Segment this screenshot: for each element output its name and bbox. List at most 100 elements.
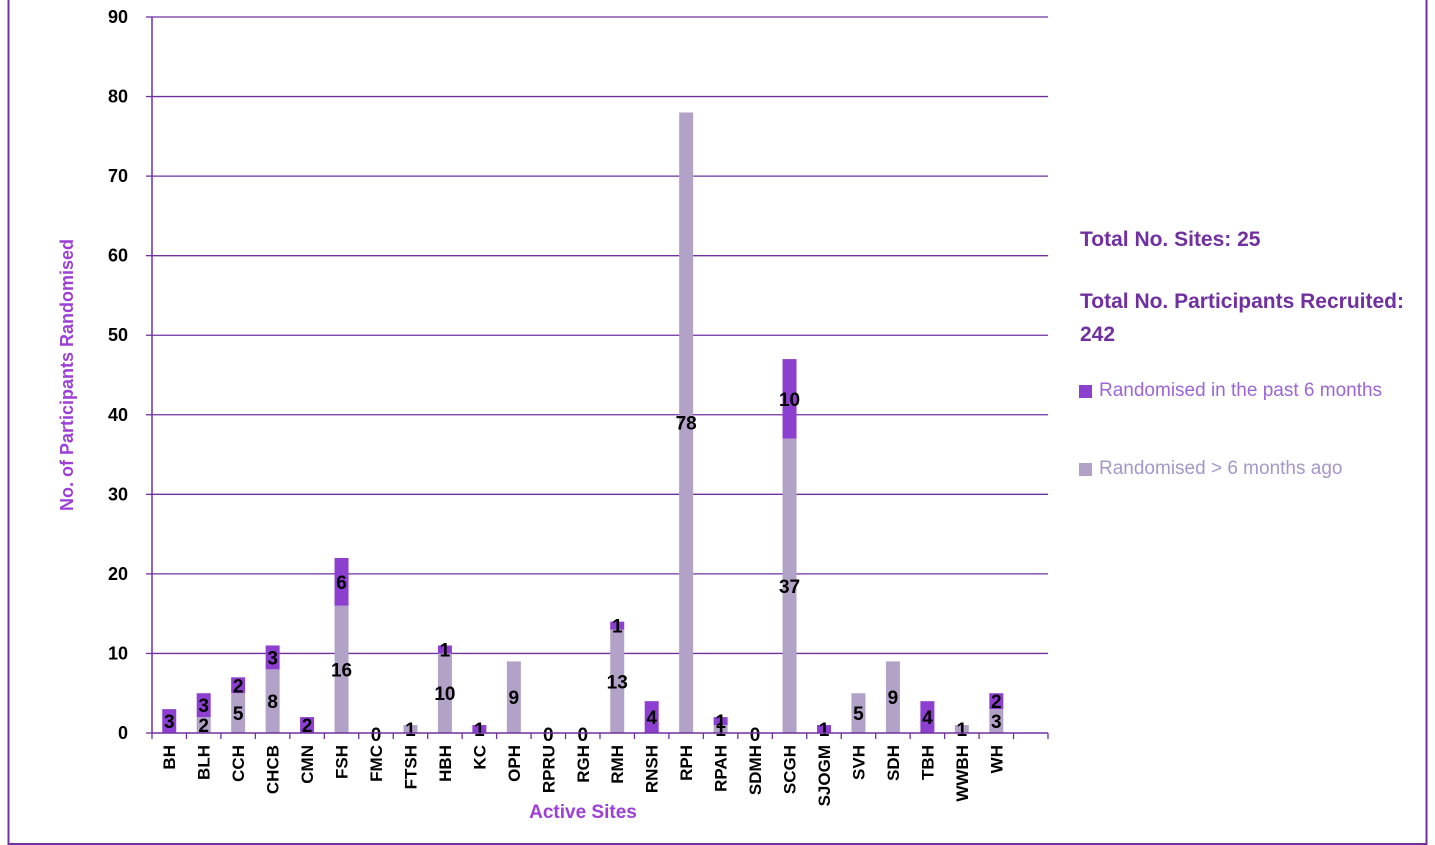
y-tick-label: 20 <box>108 564 128 584</box>
x-tick-label: SDMH <box>746 745 765 795</box>
data-label-older: 9 <box>888 688 899 709</box>
bar-recent <box>989 693 1004 710</box>
legend-swatch-older <box>1079 463 1092 476</box>
x-tick-label: FTSH <box>401 745 420 789</box>
data-label-recent: 2 <box>233 676 244 697</box>
bar-recent <box>265 645 280 670</box>
bar-recent <box>437 645 452 654</box>
x-tick-label: FMC <box>367 745 386 782</box>
data-label-recent: 3 <box>267 648 278 669</box>
bar-older <box>954 725 969 733</box>
bar-recent <box>196 693 211 718</box>
y-tick-label: 40 <box>108 405 128 425</box>
x-tick-label: CHCB <box>264 745 283 794</box>
x-tick-label: RGH <box>574 745 593 783</box>
bar-older <box>851 693 866 733</box>
data-label-older: 0 <box>577 725 588 746</box>
legend-label-older: Randomised > 6 months ago <box>1099 458 1343 479</box>
y-tick-label: 10 <box>108 643 128 663</box>
data-label-older: 9 <box>509 688 520 709</box>
bar-older <box>679 112 694 733</box>
x-tick-label: RMH <box>608 745 627 784</box>
y-tick-label: 60 <box>108 246 128 266</box>
data-label-older: 8 <box>267 692 278 713</box>
data-label-older: 13 <box>607 672 628 693</box>
y-tick-label: 30 <box>108 484 128 504</box>
x-tick-label: HBH <box>436 745 455 782</box>
x-tick-labels: BH BLH CCH CHCB CMN FSH FMC FTSH HBH KC OPH RPRU RGH… <box>160 745 1006 806</box>
data-label-recent: 1 <box>715 712 726 733</box>
y-tick-label: 70 <box>108 166 128 186</box>
legend-swatch-recent <box>1079 385 1092 398</box>
data-label-older: 10 <box>434 684 455 705</box>
bar-recent <box>231 677 246 694</box>
x-tick-label: SCGH <box>781 745 800 794</box>
bar-older <box>610 629 625 733</box>
bar-older <box>713 725 728 733</box>
chart-border <box>7 0 1428 845</box>
bar-recent <box>162 709 177 733</box>
y-tick-label: 80 <box>108 87 128 107</box>
x-tick-label: BH <box>160 745 179 770</box>
bar-older <box>989 709 1004 733</box>
data-label-recent: 2 <box>302 716 313 737</box>
data-label-recent: 1 <box>819 720 830 741</box>
x-tick-label: SDH <box>884 745 903 781</box>
x-tick-label: RPAH <box>712 745 731 792</box>
data-label-older: 2 <box>198 716 209 737</box>
bar-recent <box>817 725 831 733</box>
data-label-older: 3 <box>991 712 1002 733</box>
data-label-older: 0 <box>750 725 761 746</box>
bar-older <box>265 669 280 733</box>
bar-older <box>231 693 246 733</box>
y-tick-labels: 0 10 20 30 40 50 60 70 80 90 <box>108 7 128 743</box>
x-tick-label: WWBH <box>953 745 972 802</box>
x-tick-label: RNSH <box>643 745 662 793</box>
data-label-recent: 4 <box>922 708 933 729</box>
bar-older <box>196 717 211 733</box>
data-label-recent: 2 <box>991 692 1002 713</box>
data-label-older: 1 <box>405 720 416 741</box>
bar-recent <box>713 717 728 726</box>
y-axis-title: No. of Participants Randomised <box>57 239 77 511</box>
bar-older <box>403 725 418 733</box>
x-tick-label: FSH <box>333 745 352 779</box>
x-tick-label: RPRU <box>539 745 558 793</box>
data-label-recent: 4 <box>646 708 657 729</box>
data-label-recent: 10 <box>779 390 800 411</box>
data-label-older: 1 <box>957 720 968 741</box>
x-tick-label: OPH <box>505 745 524 782</box>
data-label-older: 1 <box>715 720 726 741</box>
bar-recent <box>644 701 659 733</box>
x-tick-label: TBH <box>918 745 937 780</box>
legend-item-older: Randomised > 6 months ago <box>1079 454 1399 484</box>
data-label-recent: 6 <box>336 573 347 594</box>
x-tick-label: SVH <box>849 745 868 780</box>
y-tick-label: 90 <box>108 7 128 27</box>
x-axis-title: Active Sites <box>529 802 637 823</box>
x-tick-label: WH <box>987 745 1006 773</box>
bar-older <box>885 661 900 733</box>
bars <box>162 112 1004 733</box>
grid-lines <box>146 16 1048 734</box>
bar-older <box>506 661 521 733</box>
total-sites-text: Total No. Sites: 25 <box>1080 228 1261 251</box>
bar-recent <box>782 359 797 439</box>
x-tick-label: CMN <box>298 745 317 784</box>
data-label-older: 0 <box>371 725 382 746</box>
data-label-recent: 3 <box>198 696 209 717</box>
data-label-recent: 3 <box>164 712 175 733</box>
data-label-recent: 1 <box>440 640 451 661</box>
y-tick-label: 50 <box>108 325 128 345</box>
x-tick-label: RPH <box>677 745 696 781</box>
bar-older <box>437 653 452 733</box>
bar-older <box>334 605 349 733</box>
bar-recent <box>472 725 487 733</box>
data-label-recent: 1 <box>474 720 485 741</box>
bar-recent <box>610 621 625 630</box>
total-participants-text: Total No. Participants Recruited: 242 <box>1080 290 1404 346</box>
bar-recent <box>920 701 935 733</box>
